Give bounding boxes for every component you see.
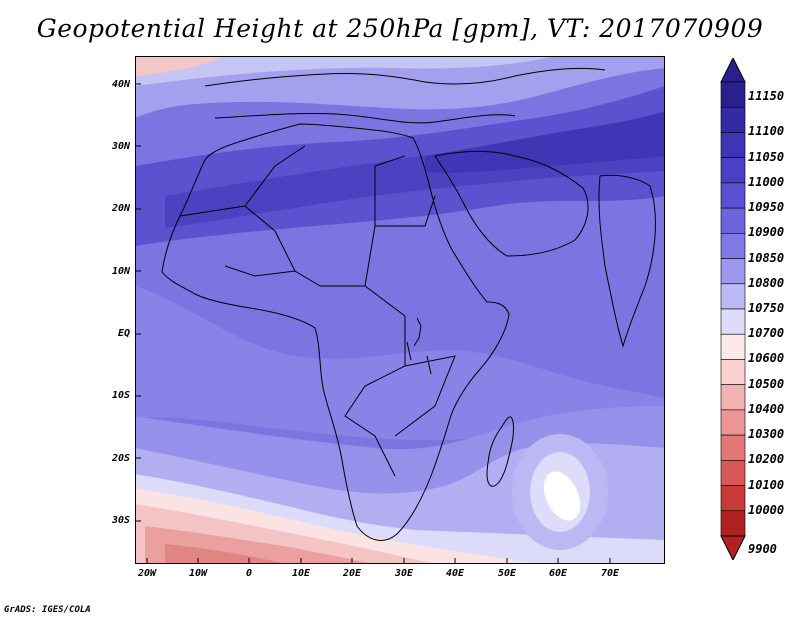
colorbar-arrow-bottom	[720, 535, 746, 560]
colorbar-arrow-top	[720, 58, 746, 83]
colorbar-swatch	[720, 359, 746, 385]
lat-label-30s: 30S	[111, 515, 130, 526]
colorbar-level-label: 10100	[748, 477, 785, 492]
colorbar-level-label: 10900	[748, 225, 785, 240]
africa-coastline	[161, 123, 510, 541]
colorbar	[720, 58, 746, 560]
field-band-darkest	[425, 112, 665, 173]
colorbar-swatch	[720, 485, 746, 512]
lon-label-60e: 60E	[548, 568, 568, 579]
colorbar-swatch	[720, 182, 746, 209]
colorbar-level-label: 11050	[748, 149, 785, 164]
colorbar-level-label: 10700	[748, 326, 785, 341]
lat-label-eq: EQ	[117, 328, 130, 339]
lat-label-10s: 10S	[111, 390, 130, 401]
colorbar-swatch	[720, 434, 746, 461]
lat-label-20s: 20S	[111, 453, 130, 464]
colorbar-swatch	[720, 132, 746, 158]
colorbar-swatch	[720, 510, 746, 537]
colorbar-swatch	[720, 409, 746, 436]
colorbar-level-label: 9900	[748, 542, 777, 556]
lon-label-30e: 30E	[394, 568, 414, 579]
colorbar-level-label: 10850	[748, 250, 785, 265]
national-borders-east	[344, 155, 456, 477]
colorbar-level-label: 10500	[748, 376, 785, 391]
lon-label-10w: 10W	[188, 568, 208, 579]
india-coastline	[598, 174, 656, 348]
field-anomaly-inner	[543, 471, 581, 521]
europe-coastline	[204, 67, 606, 87]
field-central-light	[135, 286, 665, 441]
map-ticks	[135, 83, 611, 564]
lat-label-20n: 20N	[111, 203, 130, 214]
colorbar-swatch	[720, 106, 746, 133]
colorbar-swatch	[720, 460, 746, 486]
colorbar-swatch	[720, 308, 746, 335]
coastlines	[161, 67, 656, 541]
lon-label-20e: 20E	[342, 568, 362, 579]
colorbar-level-label: 11000	[748, 174, 785, 189]
lon-label-0: 0	[245, 568, 253, 579]
colorbar-level-label: 10600	[748, 351, 785, 366]
colorbar-swatch	[720, 157, 746, 184]
colorbar-swatch	[720, 81, 746, 108]
colorbar-level-label: 11150	[748, 88, 785, 103]
map-title: Geopotential Height at 250hPa [gpm], VT:…	[36, 14, 764, 43]
colorbar-level-label: 10300	[748, 427, 785, 442]
colorbar-swatch	[720, 258, 746, 285]
colorbar-level-label: 11100	[748, 124, 785, 139]
colorbar-level-label: 10750	[748, 301, 785, 315]
field-band-south-7	[165, 544, 285, 564]
madagascar-coastline	[486, 416, 514, 487]
colorbar-swatch	[720, 333, 746, 360]
colorbar-swatch	[720, 384, 746, 411]
lon-label-20w: 20W	[137, 568, 157, 579]
colorbar-level-label: 10200	[748, 452, 785, 467]
colorbar-level-label: 10400	[748, 401, 785, 416]
mediterranean-coast	[214, 112, 516, 124]
national-borders-west	[179, 145, 406, 317]
lat-label-10n: 10N	[111, 266, 130, 277]
grads-credit: GrADS: IGES/COLA	[4, 605, 91, 615]
geopotential-height-map	[135, 56, 665, 564]
lon-label-70e: 70E	[600, 568, 620, 579]
colorbar-swatch	[720, 207, 746, 234]
colorbar-level-label: 10950	[748, 200, 785, 215]
arabia-coastline	[434, 150, 589, 257]
field-band-north-red	[135, 56, 225, 76]
great-lakes	[406, 317, 432, 375]
lat-label-40n: 40N	[111, 79, 130, 90]
lon-label-40e: 40E	[445, 568, 465, 579]
colorbar-level-label: 10800	[748, 275, 785, 290]
colorbar-level-label: 10000	[748, 502, 785, 517]
colorbar-swatch	[720, 283, 746, 310]
lon-label-50e: 50E	[497, 568, 517, 579]
lat-label-30n: 30N	[111, 141, 130, 152]
field-band-north-white	[135, 56, 555, 86]
lon-label-10e: 10E	[291, 568, 311, 579]
colorbar-swatch	[720, 233, 746, 259]
